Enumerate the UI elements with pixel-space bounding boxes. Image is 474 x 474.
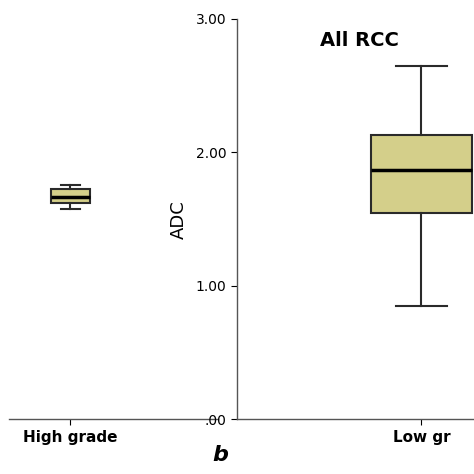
- PathPatch shape: [51, 189, 90, 202]
- Text: b: b: [212, 445, 228, 465]
- Y-axis label: ADC: ADC: [170, 200, 188, 238]
- PathPatch shape: [371, 135, 472, 212]
- Text: All RCC: All RCC: [320, 31, 399, 50]
